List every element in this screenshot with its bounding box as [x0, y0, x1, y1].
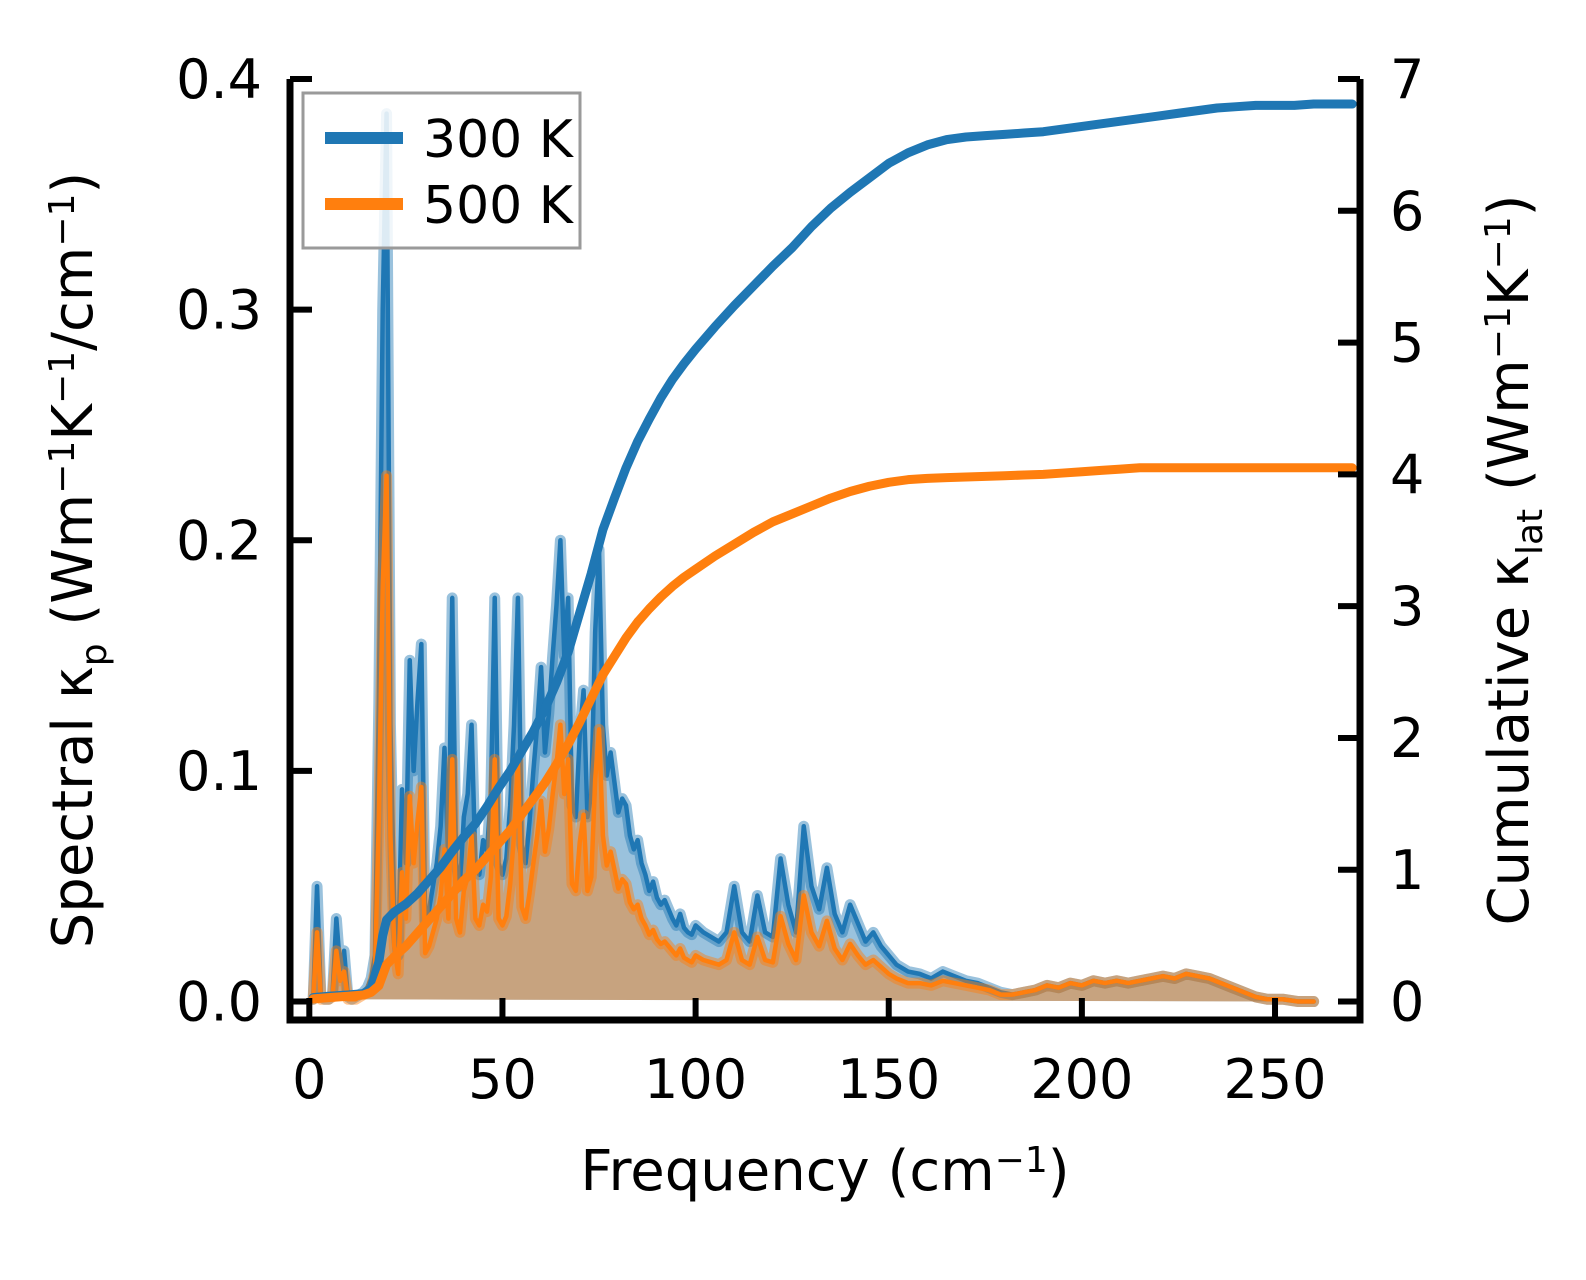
xlabel-sup: −1 — [995, 1140, 1048, 1181]
y-right-tick-label: 1 — [1390, 839, 1424, 902]
svg-text:Cumulative κlat (Wm−1K−1): Cumulative κlat (Wm−1K−1) — [1477, 195, 1551, 926]
y-right-tick-label: 2 — [1390, 707, 1424, 770]
yrlabel-part-4: ) — [1477, 195, 1542, 217]
legend-label-300-K: 300 K — [423, 110, 575, 170]
ylabel-part-2: (Wm — [41, 494, 106, 644]
x-tick-label: 250 — [1223, 1048, 1326, 1111]
x-tick-label: 100 — [644, 1048, 747, 1111]
x-tick-label: 0 — [292, 1048, 326, 1111]
y-right-tick-label: 7 — [1390, 48, 1424, 111]
y-right-tick-label: 3 — [1390, 575, 1424, 638]
svg-text:Spectral κp (Wm−1K−1/cm−1): Spectral κp (Wm−1K−1/cm−1) — [41, 172, 115, 948]
yrlabel-part-3: K — [1477, 268, 1542, 306]
ylabel-part-4: /cm — [41, 247, 106, 351]
x-axis-title: Frequency (cm−1) — [580, 1139, 1069, 1204]
spectral-outlines — [307, 108, 1320, 1008]
y-left-tick-label: 0.3 — [176, 279, 262, 342]
area-500-K — [313, 475, 1314, 1002]
y-left-tick-label: 0.0 — [176, 971, 262, 1034]
svg-text:Frequency (cm−1): Frequency (cm−1) — [580, 1139, 1069, 1204]
ylabel-sup-3: −1 — [42, 194, 83, 247]
yrlabel-part-1: Cumulative κ — [1477, 555, 1542, 925]
axes-spines — [286, 79, 1364, 1024]
y-left-axis-title: Spectral κp (Wm−1K−1/cm−1) — [41, 172, 115, 948]
yrlabel-sup-2: −1 — [1478, 216, 1519, 269]
y-right-axis-title: Cumulative κlat (Wm−1K−1) — [1477, 195, 1551, 926]
ylabel-part-3: K — [41, 403, 106, 441]
ylabel-sub-p: p — [74, 643, 115, 666]
y-right-tick-label: 4 — [1390, 443, 1424, 506]
y-right-tick-label: 5 — [1390, 312, 1424, 375]
y-right-tick-label: 0 — [1390, 971, 1424, 1034]
xlabel-tail: ) — [1048, 1139, 1070, 1204]
y-left-tick-label: 0.4 — [176, 48, 262, 111]
x-tick-label: 200 — [1030, 1048, 1133, 1111]
x-tick-label: 150 — [837, 1048, 940, 1111]
ylabel-sup-1: −1 — [42, 441, 83, 494]
y-left-tick-label: 0.1 — [176, 740, 262, 803]
axes-frame — [286, 76, 1364, 1024]
ylabel-part-1: Spectral κ — [41, 666, 106, 948]
ylabel-part-5: ) — [41, 172, 106, 194]
cumulative-500-K — [308, 463, 1357, 1004]
legend-frame — [301, 91, 582, 250]
cumulative-curves — [308, 99, 1357, 1004]
cumulative-300-K — [308, 99, 1357, 1003]
tick-labels: 0 50 100 150 200 250 0.0 0.1 0.2 0.3 0.4 0 1 2 3 4 5 6 7 — [176, 48, 1424, 1111]
x-tick-label: 50 — [468, 1048, 537, 1111]
yrlabel-part-2: (Wm — [1477, 359, 1542, 509]
spectral-line-500-K — [310, 473, 1316, 1004]
xlabel-main: Frequency (cm — [580, 1139, 994, 1204]
ylabel-sup-2: −1 — [42, 351, 83, 404]
yrlabel-sub-lat: lat — [1510, 509, 1551, 555]
yrlabel-sup-1: −1 — [1478, 306, 1519, 359]
y-right-tick-label: 6 — [1390, 180, 1424, 243]
y-left-tick-label: 0.2 — [176, 509, 262, 572]
legend-label-500-K: 500 K — [423, 176, 575, 236]
